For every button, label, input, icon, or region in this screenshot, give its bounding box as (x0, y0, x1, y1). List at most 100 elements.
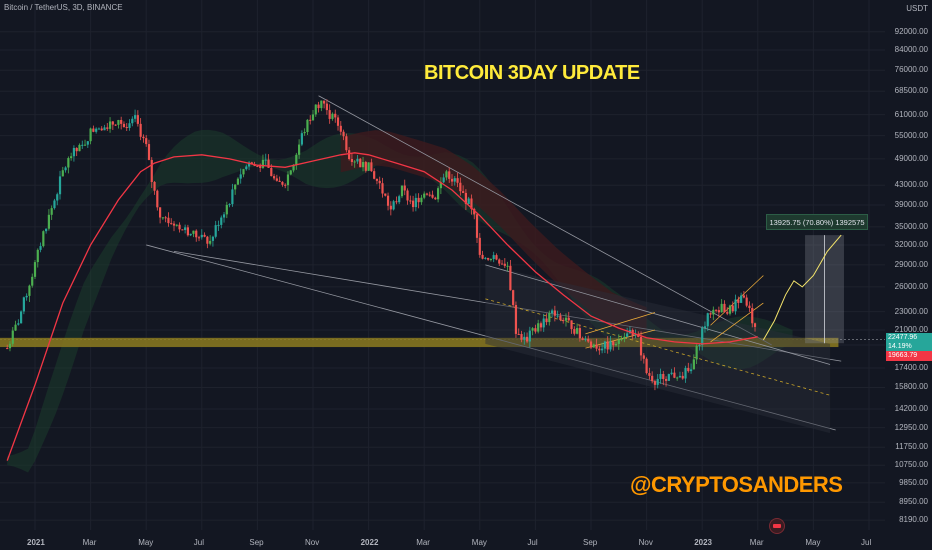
candle-body (470, 198, 473, 210)
candle-body (217, 224, 220, 226)
candle-body (234, 184, 237, 190)
candle-body (306, 119, 309, 133)
y-tick-label: 11750.00 (895, 442, 928, 452)
candle-body (150, 159, 153, 182)
candle-body (548, 313, 551, 323)
candle-body (525, 336, 529, 342)
candle-body (75, 147, 78, 152)
candle-body (278, 180, 281, 182)
candle-body (748, 305, 751, 309)
candle-body (175, 224, 178, 226)
candle-body (253, 164, 256, 167)
candle-body (642, 355, 645, 359)
y-tick-label: 43000.00 (894, 180, 928, 190)
author-handle: @CRYPTOSANDERS (630, 472, 843, 497)
candle-body (534, 328, 537, 332)
candle-body (236, 178, 240, 185)
candle-body (445, 171, 448, 178)
candle-body (570, 320, 573, 330)
candle-body (745, 297, 748, 306)
candle-body (128, 123, 131, 128)
candle-body (595, 344, 598, 349)
candle-body (662, 373, 665, 380)
y-tick-label: 15800.00 (894, 382, 928, 392)
candle-body (36, 249, 39, 263)
x-tick-label: Jul (193, 538, 205, 547)
candle-body (289, 170, 292, 175)
candle-body (39, 246, 42, 250)
candle-body (275, 178, 278, 181)
candle-body (83, 144, 87, 146)
candle-body (389, 205, 392, 210)
candle-body (384, 193, 387, 196)
candle-body (623, 336, 626, 340)
candle-body (348, 150, 351, 160)
candle-body (281, 181, 284, 185)
candle-body (284, 184, 287, 186)
candle-body (573, 329, 576, 334)
x-tick-label: Jul (527, 538, 538, 547)
symbol-header: Bitcoin / TetherUS, 3D, BINANCE (4, 3, 123, 12)
candle-body (731, 305, 734, 312)
y-tick-label: 26000.00 (894, 281, 928, 291)
candle-body (681, 375, 684, 379)
candle-body (320, 100, 323, 109)
candle-body (133, 115, 137, 119)
candle-body (381, 183, 384, 194)
candle-body (728, 305, 732, 314)
candle-body (678, 375, 682, 378)
candle-body (689, 369, 693, 372)
candle-body (564, 317, 568, 321)
candle-body (295, 154, 298, 165)
channel-box (485, 264, 831, 434)
candle-body (292, 164, 295, 171)
y-tick-label: 76000.00 (894, 65, 928, 75)
candle-body (117, 119, 120, 125)
candle-body (350, 159, 354, 162)
candle-body (272, 176, 276, 179)
candle-body (634, 333, 637, 336)
candle-body (100, 128, 103, 131)
flag-2-top (710, 275, 764, 326)
candle-body (489, 259, 493, 261)
candle-body (620, 339, 623, 341)
candle-body (487, 257, 490, 260)
candle-body (514, 305, 518, 334)
candle-body (453, 178, 456, 182)
candle-body (411, 200, 415, 208)
candle-body (617, 339, 620, 344)
candle-body (298, 144, 301, 155)
candle-body (353, 161, 356, 163)
candle-body (556, 315, 559, 317)
x-tick-label: Mar (749, 538, 764, 547)
candle-body (523, 336, 526, 340)
candle-body (664, 379, 668, 381)
candle-body (361, 162, 365, 168)
candle-body (147, 144, 151, 160)
x-tick-label: Nov (638, 538, 653, 547)
candle-body (172, 223, 176, 226)
candle-body (467, 198, 470, 205)
candle-body (612, 341, 615, 346)
candle-body (67, 158, 70, 168)
candle-body (726, 312, 729, 314)
candle-body (717, 310, 720, 313)
y-tick-label: 92000.00 (894, 26, 928, 36)
y-tick-label: 9850.00 (899, 477, 928, 487)
y-tick-label: 29000.00 (894, 259, 928, 269)
candle-body (189, 233, 192, 236)
candle-body (651, 375, 654, 382)
trendline-upper (318, 95, 772, 346)
candle-body (45, 228, 48, 232)
projection-path (762, 234, 842, 341)
y-tick-label: 17400.00 (894, 362, 928, 372)
candle-body (709, 313, 712, 315)
x-tick-label: Mar (416, 538, 430, 547)
candle-body (325, 103, 328, 111)
candle-body (720, 303, 723, 313)
y-tick-label: 14200.00 (894, 404, 928, 414)
candle-body (61, 170, 64, 177)
tradingview-logo-icon[interactable] (769, 518, 785, 534)
y-tick-label: 23000.00 (894, 306, 928, 316)
